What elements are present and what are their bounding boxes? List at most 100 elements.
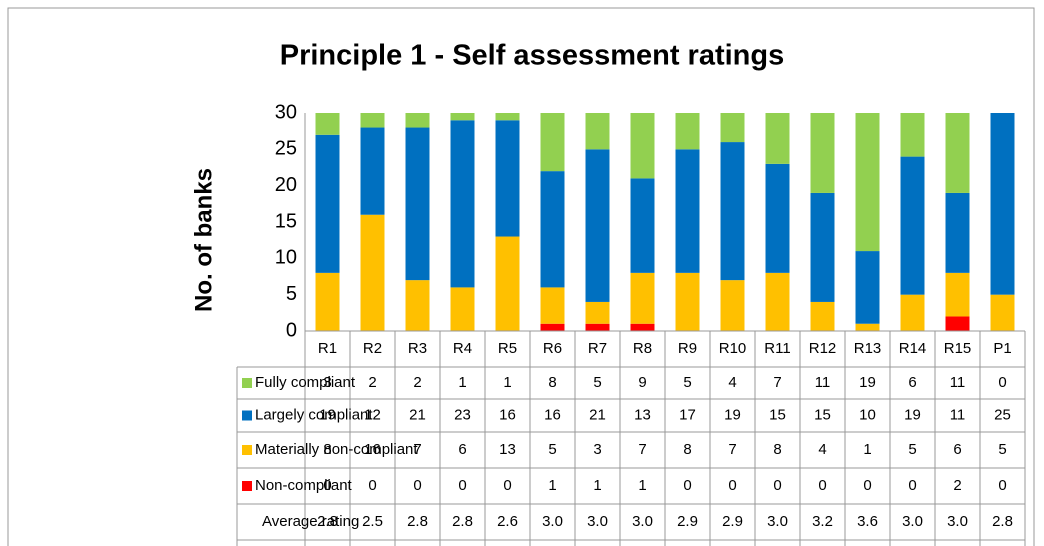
table-value: 0 <box>368 477 376 494</box>
bar-segment <box>315 272 340 331</box>
table-value: 0 <box>413 477 421 494</box>
legend-swatch <box>242 410 252 421</box>
table-value: 6 <box>908 374 916 391</box>
x-tick-label: R15 <box>944 340 972 357</box>
table-value: 2 <box>413 374 421 391</box>
table-value: 3.0 <box>542 513 563 530</box>
table-value: 13 <box>634 406 651 423</box>
table-value: 11 <box>815 374 831 391</box>
table-value: 2 <box>953 477 961 494</box>
table-value: 0 <box>908 477 916 494</box>
bar-segment <box>990 294 1015 331</box>
table-value: 2.8 <box>407 513 428 530</box>
table-value: 3.0 <box>947 513 968 530</box>
x-tick-label: R5 <box>498 340 517 357</box>
bar-segment <box>855 323 880 331</box>
x-tick-label: R8 <box>633 340 652 357</box>
bar-segment <box>495 120 520 237</box>
table-value: 2.6 <box>497 513 518 530</box>
bar-segment <box>450 120 475 288</box>
table-value: 19 <box>319 406 336 423</box>
bar-segment <box>360 127 385 215</box>
bar-segment <box>630 272 655 324</box>
table-value: 16 <box>544 406 561 423</box>
bar-segment <box>675 113 700 150</box>
bar-segment <box>315 134 340 273</box>
table-value: 15 <box>769 406 786 423</box>
bar-segment <box>360 113 385 128</box>
table-value: 1 <box>638 477 646 494</box>
bar-segment <box>630 323 655 331</box>
bar-segment <box>720 142 745 281</box>
table-value: 2.8 <box>452 513 473 530</box>
bar-segment <box>495 113 520 121</box>
table-value: 5 <box>683 374 691 391</box>
legend-swatch <box>242 378 252 388</box>
bar-segment <box>675 149 700 273</box>
y-tick-label: 30 <box>275 101 297 123</box>
table-value: 17 <box>679 406 696 423</box>
table-value: 25 <box>994 406 1011 423</box>
bar-segment <box>855 113 880 252</box>
legend-label: Non-compliant <box>255 477 353 494</box>
table-value: 3.6 <box>857 513 878 530</box>
table-value: 2.8 <box>992 513 1013 530</box>
table-value: 6 <box>953 441 961 458</box>
x-tick-label: R4 <box>453 340 472 357</box>
table-value: 15 <box>814 406 831 423</box>
bar-segment <box>765 113 790 164</box>
y-tick-label: 15 <box>275 210 297 232</box>
x-tick-label: R13 <box>854 340 882 357</box>
table-value: 0 <box>458 477 466 494</box>
table-value: 4 <box>728 374 736 391</box>
table-value: 0 <box>998 477 1006 494</box>
table-value: 23 <box>454 406 471 423</box>
legend-label: Largely compliant <box>255 406 373 423</box>
y-tick-label: 25 <box>275 138 297 160</box>
table-value: 2.8 <box>317 513 338 530</box>
legend-label: Materially non-compliant <box>255 441 418 458</box>
x-tick-label: R3 <box>408 340 427 357</box>
bar-segment <box>540 113 565 172</box>
legend-swatch <box>242 481 252 491</box>
bar-segment <box>810 113 835 193</box>
table-value: 8 <box>548 374 556 391</box>
table-value: 0 <box>818 477 826 494</box>
bar-segment <box>540 323 565 331</box>
bar-segment <box>450 113 475 121</box>
bar-segment <box>945 316 970 331</box>
bar-segment <box>495 236 520 331</box>
table-value: 21 <box>409 406 426 423</box>
table-value: 19 <box>904 406 921 423</box>
table-value: 2.5 <box>362 513 383 530</box>
table-value: 9 <box>638 374 646 391</box>
bar-segment <box>405 127 430 281</box>
x-tick-label: R10 <box>719 340 747 357</box>
bar-segment <box>450 287 475 331</box>
table-value: 7 <box>728 441 736 458</box>
table-value: 21 <box>589 406 606 423</box>
table-value: 13 <box>499 441 516 458</box>
x-tick-label: P1 <box>993 340 1011 357</box>
table-value: 12 <box>364 406 381 423</box>
y-axis-label: No. of banks <box>190 168 217 312</box>
legend-swatch <box>242 445 252 455</box>
table-value: 5 <box>998 441 1006 458</box>
bar-segment <box>900 113 925 157</box>
bar-segment <box>900 294 925 331</box>
table-value: 1 <box>593 477 601 494</box>
bar-segment <box>315 113 340 135</box>
table-value: 0 <box>503 477 511 494</box>
y-tick-label: 10 <box>275 247 297 269</box>
bar-segment <box>720 280 745 331</box>
table-value: 1 <box>863 441 871 458</box>
table-value: 11 <box>950 406 966 423</box>
table-value: 10 <box>859 406 876 423</box>
table-value: 7 <box>413 441 421 458</box>
table-value: 7 <box>638 441 646 458</box>
x-tick-label: R9 <box>678 340 697 357</box>
table-value: 2.9 <box>677 513 698 530</box>
x-tick-label: R6 <box>543 340 562 357</box>
x-tick-label: R7 <box>588 340 607 357</box>
